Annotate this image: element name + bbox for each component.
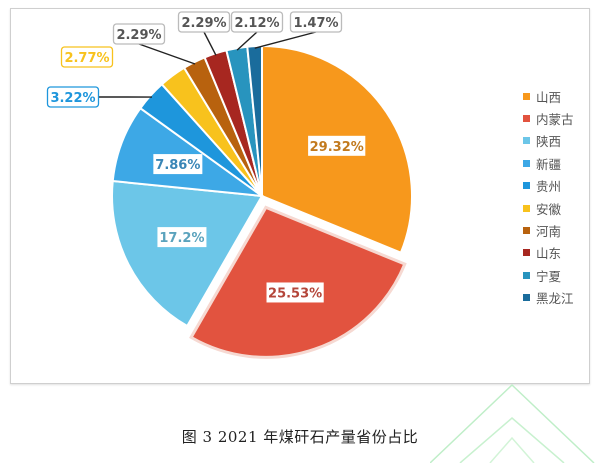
slice-label: 2.29% <box>116 28 161 43</box>
legend-label: 山西 <box>536 87 561 106</box>
legend-label: 新疆 <box>536 154 561 173</box>
leader-line <box>139 44 195 64</box>
legend-label: 河南 <box>536 221 561 240</box>
legend-label: 陕西 <box>536 131 561 150</box>
legend-label: 黑龙江 <box>536 288 574 307</box>
legend-item[interactable]: 河南 <box>523 219 593 241</box>
legend-swatch-icon <box>523 137 530 144</box>
legend-label: 安徽 <box>536 199 561 218</box>
legend-item[interactable]: 内蒙古 <box>523 107 593 129</box>
legend-item[interactable]: 陕西 <box>523 130 593 152</box>
legend-swatch-icon <box>523 205 530 212</box>
legend-item[interactable]: 新疆 <box>523 152 593 174</box>
legend-swatch-icon <box>523 227 530 234</box>
slice-label: 1.47% <box>293 16 338 31</box>
legend-item[interactable]: 贵州 <box>523 175 593 197</box>
leader-line <box>255 32 316 48</box>
legend-label: 宁夏 <box>536 266 561 285</box>
slice-label: 2.29% <box>181 16 226 31</box>
legend-swatch-icon <box>523 294 530 301</box>
legend-swatch-icon <box>523 160 530 167</box>
legend-item[interactable]: 山东 <box>523 242 593 264</box>
legend-label: 山东 <box>536 243 561 262</box>
pie-slices <box>112 46 412 357</box>
slice-label: 3.22% <box>50 91 95 106</box>
leader-line <box>204 32 216 55</box>
slice-label: 29.32% <box>310 140 364 155</box>
slice-label: 2.77% <box>64 51 109 66</box>
legend-swatch-icon <box>523 249 530 256</box>
watermark-logo <box>430 383 600 463</box>
slice-label: 17.2% <box>159 231 204 246</box>
legend-label: 内蒙古 <box>536 109 574 128</box>
legend-item[interactable]: 安徽 <box>523 197 593 219</box>
legend: 山西内蒙古陕西新疆贵州安徽河南山东宁夏黑龙江 <box>523 85 593 309</box>
legend-swatch-icon <box>523 115 530 122</box>
legend-swatch-icon <box>523 182 530 189</box>
slice-label: 25.53% <box>268 286 322 301</box>
slice-label: 7.86% <box>155 158 200 173</box>
legend-item[interactable]: 黑龙江 <box>523 287 593 309</box>
legend-swatch-icon <box>523 93 530 100</box>
legend-label: 贵州 <box>536 176 561 195</box>
pie-chart: 29.32% 25.53% 17.2% 7.86% 3.22% 2.77% 2.29% 2.2… <box>0 0 600 400</box>
legend-swatch-icon <box>523 272 530 279</box>
legend-item[interactable]: 山西 <box>523 85 593 107</box>
slice-label: 2.12% <box>234 16 279 31</box>
legend-item[interactable]: 宁夏 <box>523 264 593 286</box>
